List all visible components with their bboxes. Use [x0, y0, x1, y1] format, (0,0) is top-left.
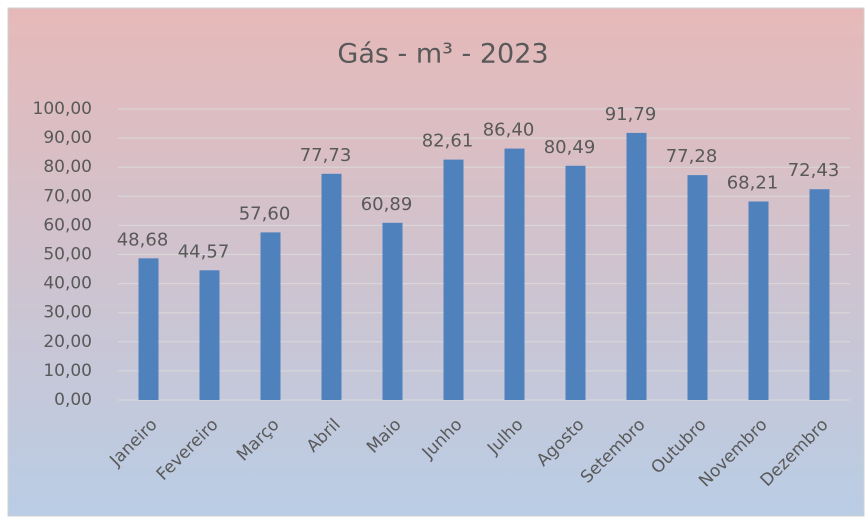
y-tick-label: 60,00	[43, 215, 92, 235]
y-tick-label: 90,00	[43, 128, 92, 148]
data-label: 80,49	[544, 137, 596, 158]
data-label: 77,28	[666, 146, 718, 167]
bar	[565, 165, 586, 400]
y-tick-label: 50,00	[43, 245, 92, 265]
data-label: 91,79	[605, 104, 657, 125]
bar	[443, 159, 464, 400]
chart-title: Gás - m³ - 2023	[337, 39, 548, 70]
data-label: 44,57	[178, 241, 230, 262]
data-label: 72,43	[788, 160, 840, 181]
bar	[626, 132, 647, 400]
bar	[809, 189, 830, 400]
y-tick-label: 80,00	[43, 157, 92, 177]
bar	[687, 175, 708, 400]
y-tick-label: 70,00	[43, 186, 92, 206]
y-tick-label: 0,00	[54, 390, 92, 410]
data-label: 48,68	[117, 229, 169, 250]
bar	[504, 148, 525, 400]
y-tick-label: 100,00	[33, 99, 92, 119]
data-label: 77,73	[300, 145, 352, 166]
data-label: 86,40	[483, 120, 535, 141]
y-tick-label: 20,00	[43, 332, 92, 352]
data-label: 68,21	[727, 173, 779, 194]
bar	[321, 173, 342, 400]
y-tick-label: 30,00	[43, 303, 92, 323]
bar	[199, 270, 220, 400]
bar	[382, 222, 403, 400]
bar	[138, 258, 159, 400]
data-label: 60,89	[361, 194, 413, 215]
y-tick-label: 10,00	[43, 361, 92, 381]
y-tick-label: 40,00	[43, 274, 92, 294]
data-label: 82,61	[422, 131, 474, 152]
bar	[260, 232, 281, 400]
data-label: 57,60	[239, 203, 291, 224]
bar	[748, 201, 769, 400]
